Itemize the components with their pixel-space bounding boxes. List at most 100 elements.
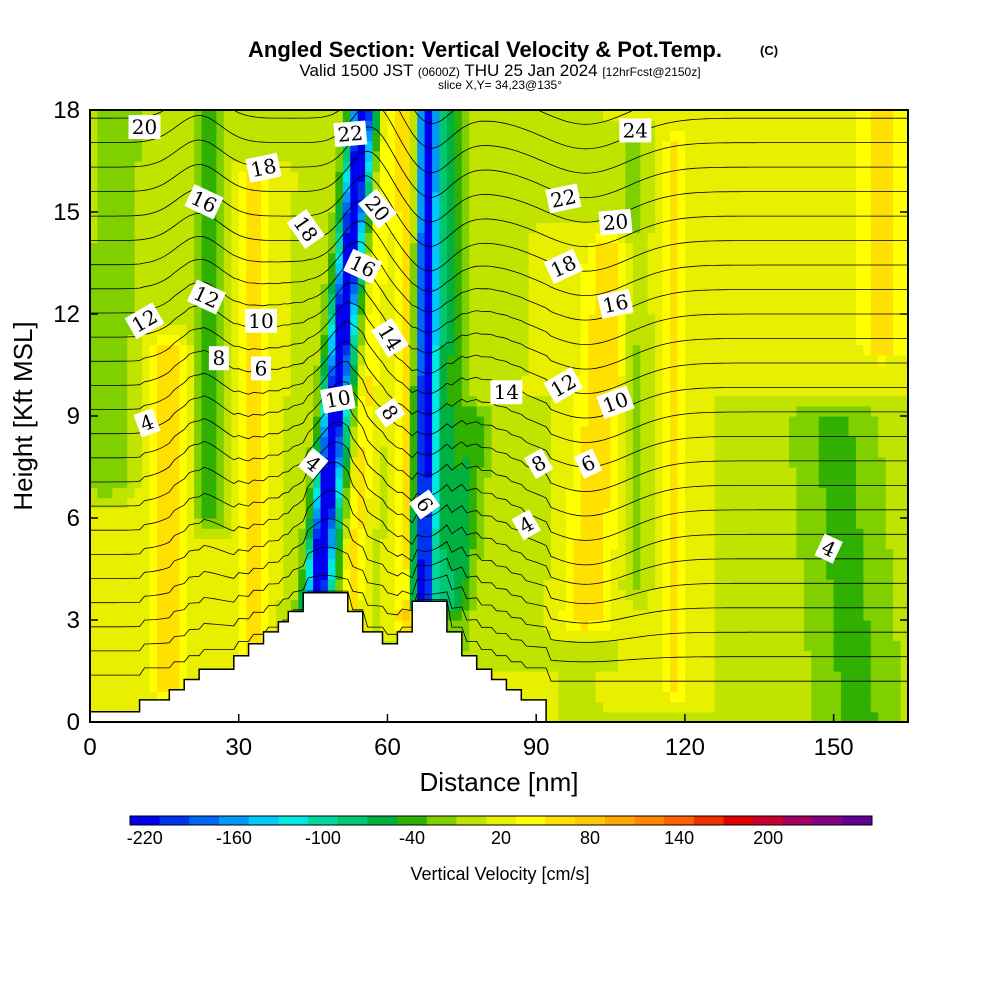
- velocity-cell: [268, 456, 277, 468]
- velocity-cell: [655, 467, 664, 478]
- velocity-cell: [127, 263, 136, 274]
- velocity-cell: [736, 354, 745, 366]
- velocity-cell: [722, 416, 731, 427]
- velocity-cell: [536, 660, 545, 672]
- velocity-cell: [826, 528, 835, 539]
- velocity-cell: [476, 650, 485, 662]
- velocity-cell: [104, 385, 113, 397]
- velocity-cell: [640, 467, 649, 478]
- velocity-cell: [625, 691, 634, 703]
- velocity-cell: [870, 467, 879, 478]
- velocity-cell: [670, 701, 679, 713]
- velocity-cell: [394, 589, 403, 601]
- velocity-cell: [127, 497, 136, 509]
- velocity-cell: [320, 416, 329, 427]
- velocity-cell: [617, 283, 627, 295]
- velocity-cell: [432, 344, 441, 356]
- velocity-cell: [97, 395, 106, 407]
- velocity-cell: [759, 344, 768, 356]
- velocity-cell: [855, 711, 864, 722]
- velocity-cell: [513, 671, 522, 682]
- velocity-cell: [536, 671, 545, 682]
- velocity-cell: [632, 446, 641, 458]
- velocity-cell: [677, 283, 686, 295]
- velocity-cell: [439, 487, 448, 499]
- velocity-cell: [142, 344, 151, 356]
- velocity-cell: [261, 609, 270, 621]
- velocity-cell: [134, 252, 143, 264]
- velocity-cell: [766, 375, 775, 386]
- velocity-cell: [833, 395, 842, 407]
- velocity-cell: [112, 314, 121, 325]
- velocity-cell: [216, 416, 225, 427]
- velocity-cell: [766, 528, 775, 539]
- velocity-cell: [885, 528, 894, 539]
- velocity-cell: [119, 334, 128, 346]
- velocity-cell: [707, 477, 716, 488]
- velocity-cell: [134, 263, 143, 274]
- velocity-cell: [774, 365, 783, 376]
- velocity-cell: [826, 640, 835, 652]
- velocity-cell: [744, 538, 753, 550]
- velocity-cell: [714, 558, 723, 570]
- velocity-cell: [409, 314, 418, 325]
- velocity-cell: [394, 395, 403, 407]
- velocity-cell: [751, 630, 760, 641]
- velocity-cell: [231, 579, 240, 590]
- velocity-cell: [216, 548, 225, 560]
- velocity-cell: [751, 405, 760, 417]
- velocity-cell: [707, 467, 716, 478]
- velocity-cell: [528, 303, 537, 315]
- velocity-cell: [580, 640, 589, 652]
- velocity-cell: [841, 395, 850, 407]
- velocity-cell: [707, 558, 716, 570]
- velocity-cell: [573, 569, 582, 580]
- velocity-cell: [536, 691, 545, 703]
- velocity-cell: [885, 314, 894, 325]
- velocity-cell: [127, 456, 136, 468]
- velocity-cell: [573, 395, 582, 407]
- velocity-cell: [610, 558, 619, 570]
- velocity-cell: [342, 354, 351, 366]
- velocity-cell: [565, 477, 574, 488]
- velocity-cell: [365, 395, 374, 407]
- velocity-cell: [848, 681, 857, 692]
- velocity-cell: [826, 497, 835, 509]
- velocity-cell: [491, 609, 500, 621]
- velocity-cell: [499, 599, 508, 611]
- velocity-cell: [171, 528, 180, 539]
- velocity-cell: [261, 293, 270, 305]
- velocity-cell: [246, 334, 255, 346]
- velocity-cell: [565, 293, 574, 305]
- velocity-cell: [595, 599, 604, 611]
- velocity-cell: [305, 334, 314, 346]
- velocity-cell: [751, 273, 760, 284]
- velocity-cell: [670, 538, 679, 550]
- velocity-cell: [365, 609, 374, 621]
- velocity-cell: [119, 660, 128, 672]
- velocity-cell: [610, 487, 619, 499]
- velocity-cell: [417, 385, 426, 397]
- velocity-cell: [350, 599, 359, 611]
- velocity-cell: [759, 426, 768, 437]
- velocity-cell: [424, 477, 433, 488]
- velocity-cell: [647, 609, 656, 621]
- velocity-cell: [595, 630, 604, 641]
- velocity-cell: [409, 263, 418, 274]
- velocity-cell: [208, 252, 218, 264]
- velocity-cell: [670, 497, 679, 509]
- velocity-cell: [558, 416, 567, 427]
- velocity-cell: [461, 518, 470, 529]
- velocity-cell: [112, 538, 121, 550]
- velocity-cell: [699, 395, 708, 407]
- velocity-cell: [238, 283, 247, 295]
- velocity-cell: [722, 405, 731, 417]
- velocity-cell: [603, 507, 612, 519]
- velocity-cell: [305, 558, 314, 570]
- velocity-cell: [149, 283, 158, 295]
- velocity-cell: [684, 426, 693, 437]
- velocity-cell: [499, 334, 508, 346]
- velocity-cell: [223, 538, 232, 550]
- velocity-cell: [499, 416, 508, 427]
- velocity-cell: [476, 293, 485, 305]
